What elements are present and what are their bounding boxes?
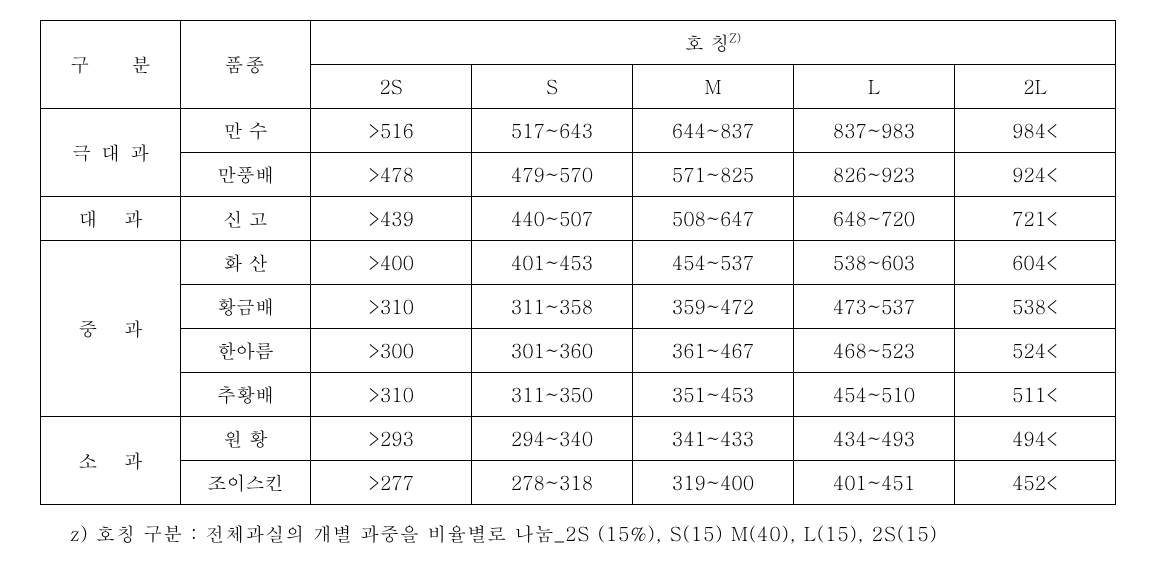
table-row: 만풍배>478479~570571~825826~923924<	[41, 153, 1116, 197]
value-cell: 454~510	[794, 373, 955, 417]
table-row: 조이스킨>277278~318319~400401~451452<	[41, 461, 1116, 505]
header-size-s: S	[472, 65, 633, 109]
size-classification-table: 구 분 품종 호 칭Z) 2S S M L 2L 극대과만 수>516517~6…	[40, 20, 1116, 505]
value-cell: >310	[311, 285, 472, 329]
variety-cell: 원 황	[181, 417, 311, 461]
value-cell: 571~825	[633, 153, 794, 197]
table-row: 황금배>310311~358359~472473~537538<	[41, 285, 1116, 329]
value-cell: 311~358	[472, 285, 633, 329]
value-cell: 351~453	[633, 373, 794, 417]
value-cell: 524<	[955, 329, 1116, 373]
variety-cell: 만 수	[181, 109, 311, 153]
value-cell: 517~643	[472, 109, 633, 153]
table-row: 극대과만 수>516517~643644~837837~983984<	[41, 109, 1116, 153]
value-cell: 984<	[955, 109, 1116, 153]
value-cell: 644~837	[633, 109, 794, 153]
header-size-m: M	[633, 65, 794, 109]
value-cell: >293	[311, 417, 472, 461]
value-cell: 837~983	[794, 109, 955, 153]
value-cell: 538~603	[794, 241, 955, 285]
value-cell: 294~340	[472, 417, 633, 461]
value-cell: 648~720	[794, 197, 955, 241]
value-cell: 924<	[955, 153, 1116, 197]
table-row: 한아름>300301~360361~467468~523524<	[41, 329, 1116, 373]
table-header-row-1: 구 분 품종 호 칭Z)	[41, 21, 1116, 65]
value-cell: 341~433	[633, 417, 794, 461]
value-cell: 452<	[955, 461, 1116, 505]
value-cell: 511<	[955, 373, 1116, 417]
header-variety: 품종	[181, 21, 311, 109]
value-cell: 454~537	[633, 241, 794, 285]
table-row: 소 과원 황>293294~340341~433434~493494<	[41, 417, 1116, 461]
value-cell: 440~507	[472, 197, 633, 241]
variety-cell: 화 산	[181, 241, 311, 285]
value-cell: 434~493	[794, 417, 955, 461]
variety-cell: 황금배	[181, 285, 311, 329]
category-cell: 극대과	[41, 109, 181, 197]
value-cell: 401~451	[794, 461, 955, 505]
value-cell: >277	[311, 461, 472, 505]
value-cell: 468~523	[794, 329, 955, 373]
header-size-2s: 2S	[311, 65, 472, 109]
value-cell: 479~570	[472, 153, 633, 197]
category-cell: 대 과	[41, 197, 181, 241]
value-cell: 361~467	[633, 329, 794, 373]
variety-cell: 추황배	[181, 373, 311, 417]
header-size-group: 호 칭Z)	[311, 21, 1116, 65]
value-cell: >478	[311, 153, 472, 197]
category-cell: 중 과	[41, 241, 181, 417]
variety-cell: 만풍배	[181, 153, 311, 197]
table-row: 추황배>310311~350351~453454~510511<	[41, 373, 1116, 417]
value-cell: 721<	[955, 197, 1116, 241]
value-cell: >516	[311, 109, 472, 153]
value-cell: >400	[311, 241, 472, 285]
variety-cell: 한아름	[181, 329, 311, 373]
footnote: z) 호칭 구분 : 전체과실의 개별 과중을 비율별로 나눔_2S (15%)…	[40, 520, 1116, 547]
header-size-l: L	[794, 65, 955, 109]
value-cell: >300	[311, 329, 472, 373]
value-cell: 604<	[955, 241, 1116, 285]
value-cell: 494<	[955, 417, 1116, 461]
value-cell: 826~923	[794, 153, 955, 197]
variety-cell: 신 고	[181, 197, 311, 241]
value-cell: >439	[311, 197, 472, 241]
value-cell: 401~453	[472, 241, 633, 285]
value-cell: 311~350	[472, 373, 633, 417]
value-cell: 301~360	[472, 329, 633, 373]
category-cell: 소 과	[41, 417, 181, 505]
value-cell: 359~472	[633, 285, 794, 329]
value-cell: 319~400	[633, 461, 794, 505]
variety-cell: 조이스킨	[181, 461, 311, 505]
table-row: 중 과화 산>400401~453454~537538~603604<	[41, 241, 1116, 285]
value-cell: >310	[311, 373, 472, 417]
value-cell: 508~647	[633, 197, 794, 241]
header-category: 구 분	[41, 21, 181, 109]
header-size-2l: 2L	[955, 65, 1116, 109]
value-cell: 473~537	[794, 285, 955, 329]
table-row: 대 과신 고>439440~507508~647648~720721<	[41, 197, 1116, 241]
value-cell: 538<	[955, 285, 1116, 329]
value-cell: 278~318	[472, 461, 633, 505]
